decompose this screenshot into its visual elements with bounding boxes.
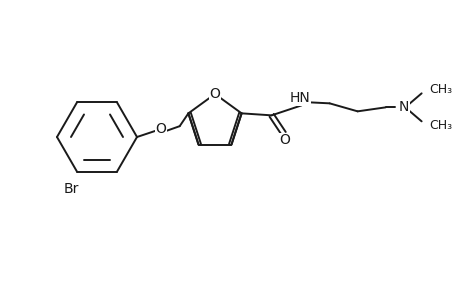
Text: Br: Br (63, 182, 78, 196)
Text: N: N (397, 100, 408, 114)
Text: CH₃: CH₃ (429, 83, 452, 96)
Text: O: O (209, 87, 220, 101)
Text: CH₃: CH₃ (429, 119, 452, 132)
Text: HN: HN (289, 91, 309, 105)
Text: O: O (155, 122, 166, 136)
Text: O: O (279, 133, 290, 147)
